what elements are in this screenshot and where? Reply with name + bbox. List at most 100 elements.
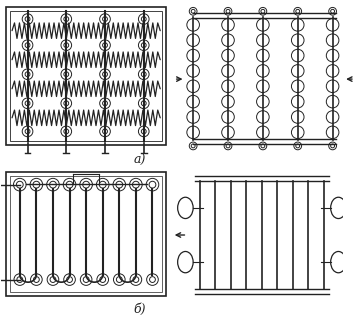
- Circle shape: [22, 98, 33, 109]
- Circle shape: [141, 101, 146, 106]
- Circle shape: [326, 19, 339, 31]
- Circle shape: [326, 95, 339, 108]
- Circle shape: [326, 111, 339, 123]
- Circle shape: [224, 142, 232, 150]
- Circle shape: [146, 178, 159, 191]
- Circle shape: [100, 40, 110, 50]
- Circle shape: [331, 144, 335, 148]
- Circle shape: [259, 7, 267, 15]
- Circle shape: [22, 69, 33, 79]
- Circle shape: [138, 14, 149, 24]
- Circle shape: [100, 98, 110, 109]
- Circle shape: [100, 69, 110, 79]
- Circle shape: [30, 178, 43, 191]
- Circle shape: [222, 126, 234, 139]
- Circle shape: [100, 126, 110, 137]
- Circle shape: [47, 274, 59, 286]
- Circle shape: [261, 9, 265, 13]
- Circle shape: [226, 9, 230, 13]
- Circle shape: [99, 181, 106, 188]
- Circle shape: [141, 129, 146, 134]
- Circle shape: [17, 277, 23, 282]
- Circle shape: [294, 7, 301, 15]
- Circle shape: [326, 34, 339, 47]
- Circle shape: [146, 274, 158, 286]
- Circle shape: [189, 7, 197, 15]
- Bar: [10, 176, 162, 292]
- Circle shape: [222, 19, 234, 31]
- Circle shape: [187, 65, 199, 77]
- Circle shape: [97, 274, 108, 286]
- Circle shape: [63, 178, 76, 191]
- Text: б): б): [134, 303, 146, 316]
- Ellipse shape: [331, 197, 346, 219]
- Circle shape: [133, 277, 139, 282]
- Circle shape: [222, 65, 234, 77]
- Circle shape: [222, 34, 234, 47]
- Circle shape: [222, 95, 234, 108]
- Circle shape: [326, 126, 339, 139]
- Circle shape: [257, 49, 269, 62]
- Circle shape: [224, 7, 232, 15]
- Circle shape: [191, 9, 195, 13]
- Circle shape: [83, 181, 90, 188]
- Circle shape: [61, 14, 72, 24]
- Circle shape: [257, 65, 269, 77]
- Circle shape: [292, 95, 304, 108]
- Circle shape: [116, 277, 122, 282]
- Circle shape: [14, 274, 26, 286]
- Circle shape: [138, 40, 149, 50]
- Circle shape: [132, 181, 139, 188]
- Circle shape: [113, 274, 125, 286]
- Ellipse shape: [331, 251, 346, 273]
- Circle shape: [257, 95, 269, 108]
- Circle shape: [141, 43, 146, 48]
- Circle shape: [33, 181, 40, 188]
- Circle shape: [292, 126, 304, 139]
- Circle shape: [80, 274, 92, 286]
- Circle shape: [187, 34, 199, 47]
- Circle shape: [13, 178, 26, 191]
- Circle shape: [296, 9, 300, 13]
- Circle shape: [329, 142, 336, 150]
- Circle shape: [226, 144, 230, 148]
- Circle shape: [292, 80, 304, 93]
- Circle shape: [222, 111, 234, 123]
- Circle shape: [61, 40, 72, 50]
- Circle shape: [64, 43, 69, 48]
- Circle shape: [261, 144, 265, 148]
- Ellipse shape: [178, 251, 193, 273]
- Circle shape: [138, 98, 149, 109]
- Circle shape: [257, 80, 269, 93]
- Circle shape: [187, 126, 199, 139]
- Circle shape: [292, 19, 304, 31]
- Circle shape: [64, 17, 69, 21]
- Circle shape: [331, 9, 335, 13]
- Circle shape: [138, 69, 149, 79]
- Circle shape: [25, 72, 30, 77]
- Circle shape: [191, 144, 195, 148]
- Circle shape: [187, 80, 199, 93]
- Bar: [6, 172, 166, 296]
- Circle shape: [113, 178, 126, 191]
- Circle shape: [31, 274, 42, 286]
- Circle shape: [34, 277, 39, 282]
- Circle shape: [64, 72, 69, 77]
- Circle shape: [259, 142, 267, 150]
- Circle shape: [257, 34, 269, 47]
- Circle shape: [49, 181, 56, 188]
- Circle shape: [326, 80, 339, 93]
- Circle shape: [64, 101, 69, 106]
- Circle shape: [138, 126, 149, 137]
- Circle shape: [326, 65, 339, 77]
- Circle shape: [257, 126, 269, 139]
- Circle shape: [64, 129, 69, 134]
- Circle shape: [25, 101, 30, 106]
- Circle shape: [189, 142, 197, 150]
- Circle shape: [83, 277, 89, 282]
- Bar: [10, 11, 162, 141]
- Circle shape: [22, 40, 33, 50]
- Circle shape: [103, 129, 107, 134]
- Circle shape: [25, 43, 30, 48]
- Circle shape: [100, 277, 106, 282]
